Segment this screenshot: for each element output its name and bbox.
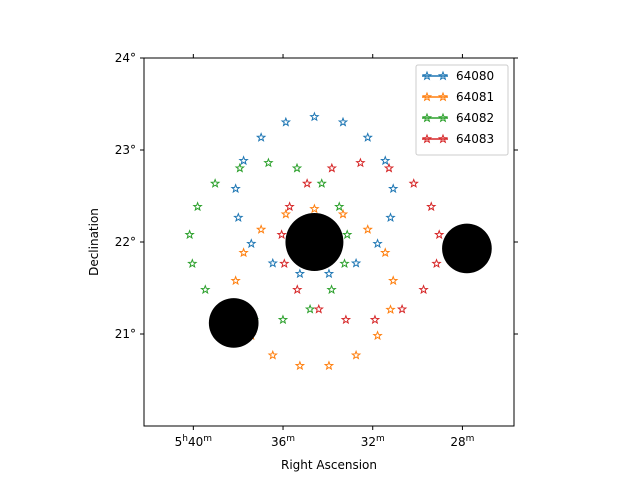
- star-marker: [263, 157, 274, 168]
- black-disk-2: [208, 298, 259, 348]
- star-marker: [326, 284, 337, 295]
- star-marker: [301, 178, 313, 188]
- star-marker: [233, 212, 244, 223]
- star-marker: [408, 178, 419, 188]
- star-marker: [192, 201, 203, 212]
- star-marker: [280, 116, 292, 127]
- axis-ticks: 5h40m 36m 32m 28m 21° 22° 23° 24°: [115, 51, 518, 449]
- series-64083: [276, 157, 445, 325]
- star-marker: [267, 257, 278, 268]
- star-marker: [184, 229, 195, 240]
- star-marker: [246, 238, 257, 249]
- star-marker: [292, 284, 303, 295]
- star-marker: [418, 284, 429, 295]
- star-marker: [431, 258, 442, 269]
- star-marker: [388, 275, 399, 286]
- star-marker: [267, 349, 278, 360]
- x-axis-title: Right Ascension: [281, 458, 377, 472]
- y-tick-label: 21°: [115, 327, 136, 341]
- legend-marker: [437, 91, 449, 102]
- legend-marker: [421, 70, 433, 81]
- star-marker: [383, 162, 395, 173]
- star-marker: [342, 229, 353, 240]
- legend-marker: [421, 112, 433, 123]
- series-64080: [230, 111, 399, 279]
- black-disk-1: [285, 213, 344, 271]
- x-tick-label: 36m: [271, 434, 295, 449]
- star-marker: [284, 201, 295, 212]
- star-marker: [255, 224, 267, 234]
- legend: 64080 64081 64082 64083: [415, 64, 509, 156]
- plot-marks: [184, 111, 492, 371]
- legend-label: 64080: [456, 69, 494, 83]
- star-marker: [238, 155, 249, 166]
- y-tick-label: 24°: [115, 51, 136, 65]
- star-marker: [337, 208, 349, 219]
- legend-marker: [437, 70, 449, 81]
- star-marker: [372, 238, 383, 249]
- legend-label: 64083: [456, 132, 494, 146]
- legend-marker: [437, 133, 449, 144]
- star-marker: [200, 284, 211, 295]
- star-marker: [294, 268, 306, 279]
- star-marker: [294, 360, 306, 371]
- star-marker: [280, 208, 292, 219]
- star-marker: [277, 314, 289, 325]
- star-marker: [388, 183, 399, 194]
- star-marker: [396, 303, 408, 314]
- y-tick-label: 23°: [115, 143, 136, 157]
- star-marker: [362, 132, 373, 142]
- star-marker: [369, 314, 381, 325]
- star-marker: [323, 268, 335, 279]
- x-tick-label: 5h40m: [175, 434, 212, 449]
- star-marker: [187, 258, 198, 269]
- star-marker: [434, 229, 445, 240]
- star-marker: [426, 201, 437, 212]
- star-marker: [323, 360, 335, 371]
- y-tick-label: 22°: [115, 235, 136, 249]
- star-marker: [255, 132, 267, 142]
- star-marker: [230, 275, 241, 286]
- star-marker: [309, 203, 320, 214]
- legend-box: [415, 64, 509, 156]
- star-marker: [380, 155, 391, 166]
- star-marker: [340, 314, 352, 325]
- star-marker: [230, 183, 241, 194]
- star-marker: [334, 201, 345, 212]
- star-marker: [238, 247, 249, 258]
- star-marker: [337, 116, 349, 127]
- star-marker: [304, 303, 316, 314]
- legend-marker: [421, 133, 433, 144]
- star-marker: [385, 212, 396, 223]
- star-marker: [380, 247, 391, 258]
- star-marker: [209, 178, 221, 188]
- x-tick-label: 28m: [450, 434, 474, 449]
- legend-label: 64082: [456, 111, 494, 125]
- star-marker: [234, 162, 246, 173]
- star-marker: [291, 162, 303, 173]
- black-disk-3: [442, 223, 492, 274]
- legend-label: 64081: [456, 90, 494, 104]
- star-marker: [279, 258, 290, 269]
- star-marker: [309, 111, 320, 122]
- star-marker: [350, 349, 362, 360]
- star-marker: [362, 224, 373, 234]
- star-marker: [372, 330, 383, 341]
- x-tick-label: 32m: [361, 434, 385, 449]
- star-marker: [316, 178, 327, 188]
- star-marker: [350, 257, 362, 268]
- star-marker: [355, 157, 366, 168]
- y-axis-title: Declination: [87, 208, 101, 276]
- star-marker: [326, 162, 338, 173]
- legend-marker: [421, 91, 433, 102]
- star-marker: [276, 229, 287, 240]
- star-marker: [339, 258, 350, 269]
- legend-marker: [437, 112, 449, 123]
- star-marker: [313, 303, 324, 314]
- star-marker: [385, 304, 396, 315]
